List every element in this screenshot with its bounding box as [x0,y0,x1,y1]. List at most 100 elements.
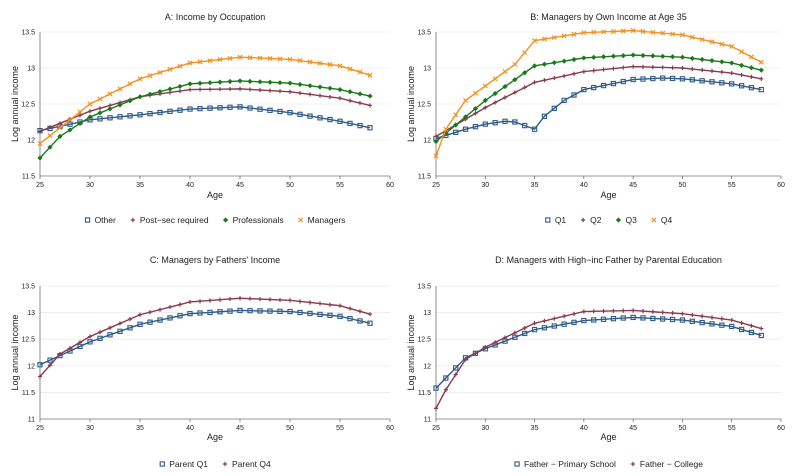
x-tick-label: 60 [386,182,394,189]
data-point [97,106,103,111]
data-point [87,109,93,114]
data-point [127,98,133,104]
data-point [247,55,253,61]
data-point [729,60,735,66]
data-point [453,129,459,135]
data-point [337,303,343,308]
data-point [337,63,343,69]
data-point [267,55,273,62]
x-tick-label: 40 [186,425,194,432]
data-point [137,76,143,82]
data-point [738,83,745,89]
data-point [531,326,538,333]
data-point [462,126,469,132]
data-point [433,138,439,145]
chart-panel-B: B: Managers by Own Income at Age 35 11.5 1… [406,12,785,225]
legend: Parent Q1 Parent Q4 [159,459,271,469]
data-point [670,31,676,37]
series-Father − College [433,308,764,411]
data-point [247,308,253,314]
data-point [327,85,333,91]
data-point [670,65,675,70]
data-point [699,36,705,43]
data-point [97,116,103,122]
data-point [601,67,606,72]
data-point [87,101,93,107]
data-point [552,75,557,81]
data-point [472,124,479,130]
data-point [347,306,353,311]
x-axis-label: Age [207,432,223,442]
data-point [709,79,715,85]
legend-marker [298,217,304,223]
data-point [680,65,685,71]
data-point [257,106,263,112]
data-point [512,119,518,125]
legend-item: Professionals [222,215,284,225]
data-point [522,325,527,331]
x-tick-label: 55 [728,425,736,432]
data-point [307,92,313,97]
data-point [217,56,223,63]
legend-label: Managers [308,215,346,225]
data-point [443,375,449,381]
x-tick-label: 60 [777,182,785,189]
data-point [601,29,607,35]
data-point [187,299,193,305]
data-point [581,69,586,74]
data-point [483,105,488,110]
data-point [729,323,735,330]
data-point [117,321,123,326]
data-point [620,28,626,34]
data-point [107,332,113,338]
data-point [650,65,655,70]
data-point [581,86,587,93]
data-point [690,312,695,318]
data-point [257,296,263,302]
data-point [207,80,213,86]
data-point [97,330,103,335]
legend-label: Parent Q4 [232,459,271,469]
data-point [67,127,73,133]
data-point [227,86,233,92]
data-point [297,299,303,304]
data-point [650,309,655,314]
data-point [37,362,43,368]
data-point [463,357,468,362]
series-line [435,65,762,138]
data-point [541,113,548,119]
data-point [277,80,283,86]
series-line [39,309,371,366]
data-point [127,316,133,322]
x-tick-label: 45 [236,182,244,189]
x-tick-label: 55 [336,182,344,189]
data-point [650,29,656,35]
legend-label: Q4 [661,215,673,225]
legend-marker [514,461,520,467]
series-Father − Primary School [433,314,764,391]
data-point [463,97,469,103]
x-tick-label: 55 [336,425,344,432]
data-point [257,79,263,85]
data-point [571,311,577,316]
series-line [435,316,762,389]
data-point [287,56,293,62]
data-point [571,319,577,326]
data-point [237,307,243,314]
data-point [650,315,656,322]
data-point [748,65,755,71]
data-point [297,309,303,316]
data-point [367,312,373,317]
data-point [482,121,488,127]
data-point [117,86,123,92]
data-point [297,90,303,96]
data-point [719,59,725,65]
data-point [337,313,343,319]
data-point [758,59,764,65]
y-tick-label: 11.5 [418,390,431,397]
x-axis-label: Age [600,432,616,442]
data-point [207,105,213,111]
data-point [759,326,764,331]
data-point [347,315,353,322]
